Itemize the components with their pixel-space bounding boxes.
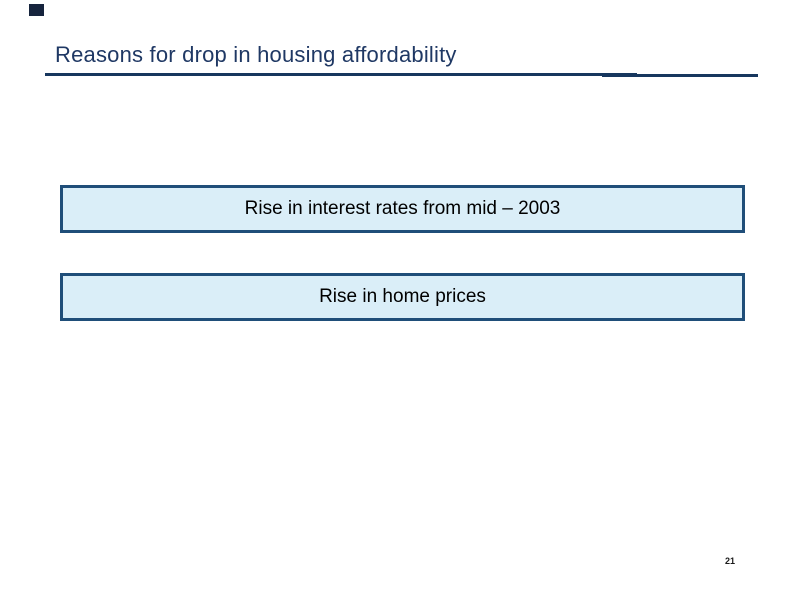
page-number: 21 bbox=[725, 556, 736, 566]
content-box-interest-rates: Rise in interest rates from mid – 2003 bbox=[60, 185, 745, 233]
content-box-home-prices: Rise in home prices bbox=[60, 273, 745, 321]
content-box-label: Rise in home prices bbox=[319, 286, 486, 307]
title-underline-stroke bbox=[602, 74, 758, 77]
slide-title: Reasons for drop in housing affordabilit… bbox=[55, 42, 457, 67]
corner-marker bbox=[29, 4, 44, 16]
title-underline-stroke bbox=[45, 73, 637, 76]
content-box-label: Rise in interest rates from mid – 2003 bbox=[244, 198, 561, 219]
